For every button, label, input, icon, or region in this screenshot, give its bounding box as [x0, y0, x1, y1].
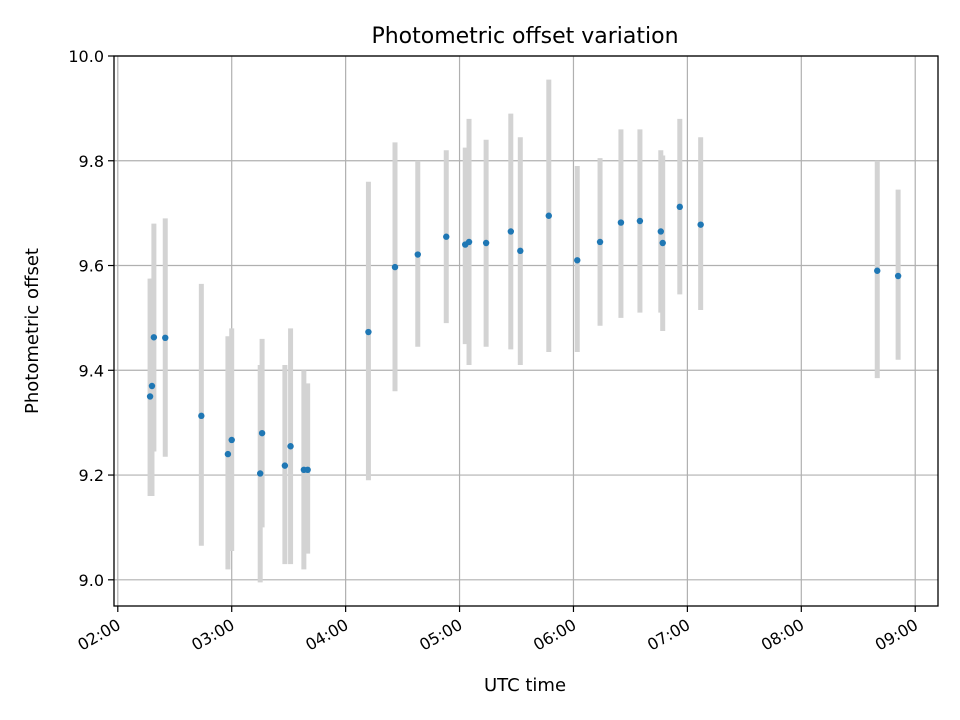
data-point: [697, 221, 704, 228]
data-point: [391, 263, 399, 271]
data-point: [162, 334, 169, 342]
data-point: [150, 334, 158, 341]
x-axis-label: UTC time: [484, 675, 566, 696]
data-point: [507, 228, 515, 235]
data-point: [596, 238, 604, 246]
data-point: [287, 443, 294, 450]
data-point: [894, 272, 902, 280]
data-point: [545, 212, 552, 219]
y-tick-label: 10.0: [68, 47, 104, 66]
data-point: [465, 238, 473, 246]
data-point: [874, 267, 881, 274]
chart-title: Photometric offset variation: [371, 24, 678, 49]
data-point: [574, 257, 581, 264]
y-tick-label: 9.2: [79, 466, 104, 485]
data-point: [443, 233, 450, 240]
plot-area-frame: [113, 55, 939, 607]
data-point: [676, 203, 683, 211]
data-point: [258, 429, 266, 437]
data-point: [256, 470, 264, 477]
y-tick-label: 9.0: [79, 571, 104, 590]
data-point: [228, 436, 235, 444]
data-point: [517, 247, 524, 255]
data-point: [198, 412, 205, 420]
data-point: [482, 239, 490, 247]
data-point: [365, 328, 372, 336]
data-point: [636, 217, 644, 225]
data-point: [146, 393, 154, 400]
data-point: [659, 239, 666, 247]
y-axis-label: Photometric offset: [22, 248, 43, 414]
data-point: [281, 462, 289, 469]
data-point: [617, 219, 625, 226]
data-point: [148, 382, 156, 390]
y-tick-label: 9.8: [79, 152, 104, 171]
y-tick-label: 9.4: [79, 361, 104, 380]
data-point: [414, 251, 421, 258]
y-tick-label: 9.6: [79, 257, 104, 276]
data-point: [304, 466, 311, 474]
data-points: [146, 203, 902, 477]
data-point: [657, 228, 665, 235]
data-point: [224, 450, 232, 458]
